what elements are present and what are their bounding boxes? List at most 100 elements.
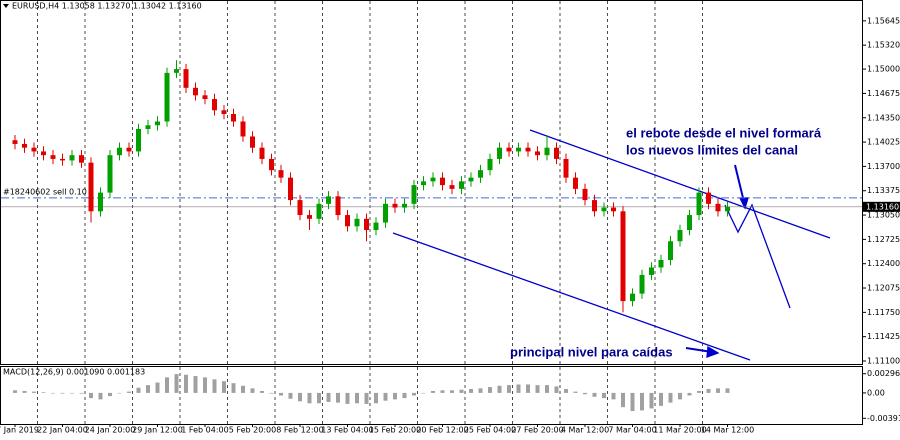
annotation: los nuevos límites del canal	[626, 142, 798, 157]
candle-body	[107, 155, 113, 193]
candle-body	[525, 147, 531, 152]
arrow	[734, 164, 745, 203]
macd-bar	[421, 392, 426, 394]
macd-bar	[260, 390, 264, 393]
candle-body	[126, 147, 132, 152]
macd-bar	[307, 392, 312, 404]
macd-tick-label: 0.00296	[867, 369, 900, 378]
candle-body	[231, 114, 236, 122]
macd-bar	[630, 392, 635, 412]
candle-body	[554, 147, 559, 159]
macd-bar	[355, 392, 359, 404]
macd-bar	[440, 390, 445, 393]
macd-bar	[374, 392, 378, 404]
macd-bar	[412, 392, 416, 396]
candle-body	[193, 87, 198, 96]
y-tick-label: 1.12075	[867, 284, 900, 293]
candle-body	[79, 155, 84, 163]
candle-body	[88, 162, 94, 212]
x-tick-label: 14 Mar 12:00	[701, 426, 754, 435]
macd-bar	[602, 392, 606, 399]
candle-body	[278, 170, 284, 178]
candle-body	[136, 128, 141, 152]
candle-body	[639, 274, 645, 294]
macd-tick-label: 0.00	[867, 388, 885, 397]
y-tick-label: 1.13050	[867, 211, 900, 220]
candle-body	[449, 185, 455, 189]
candle-body	[60, 158, 65, 161]
macd-bar	[231, 383, 236, 393]
candle-body	[582, 188, 588, 201]
candle-body	[696, 192, 702, 216]
annotation: el rebote desde el nivel formará	[626, 125, 822, 140]
macd-bar	[507, 385, 511, 393]
macd-bar	[241, 385, 245, 393]
macd-bar	[146, 385, 150, 393]
candle-body	[259, 147, 265, 159]
macd-frame	[0, 366, 863, 425]
y-tick-label: 1.12725	[867, 235, 900, 244]
macd-bar	[497, 385, 502, 393]
candle-body	[430, 177, 436, 182]
macd-bar	[488, 387, 492, 393]
x-tick-label: 13 Feb 04:00	[321, 426, 373, 435]
current-price-label: 1.13160	[866, 202, 899, 211]
arrow-head	[706, 345, 720, 358]
macd-bar	[288, 392, 293, 399]
macd-bar	[32, 391, 36, 393]
candle-body	[677, 230, 683, 242]
time-separators	[37, 1, 703, 424]
macd-bar	[212, 379, 217, 393]
candle-body	[364, 218, 369, 231]
macd-bar	[659, 392, 663, 406]
candle-body	[212, 99, 217, 111]
macd-bar	[697, 390, 701, 393]
candle-body	[392, 203, 398, 208]
macd-bar	[393, 392, 397, 400]
macd-bar	[516, 384, 521, 393]
macd-bar	[60, 392, 65, 394]
macd-bar	[184, 374, 188, 393]
candle-body	[601, 207, 607, 212]
candle-body	[307, 215, 312, 219]
candle-body	[221, 110, 227, 115]
x-tick-label: 1 Feb 04:00	[181, 426, 228, 435]
macd-bar	[383, 392, 388, 401]
menu-triangle	[3, 4, 9, 8]
candle-body	[715, 203, 721, 212]
channel-upper	[529, 129, 831, 239]
candle-body	[145, 125, 151, 129]
macd-bar	[573, 391, 578, 393]
candle-body	[544, 147, 550, 156]
x-tick-label: 17 Jan 2019	[0, 426, 39, 435]
y-tick-label: 1.11100	[867, 357, 900, 366]
macd-bar	[431, 390, 435, 393]
x-tick-label: 4 Mar 12:00	[561, 426, 609, 435]
candle-body	[725, 206, 730, 212]
x-tick-label: 7 Mar 04:00	[608, 426, 656, 435]
candle-body	[706, 192, 711, 204]
x-tick-label: 15 Feb 20:00	[369, 426, 421, 435]
y-tick-label: 1.12400	[867, 259, 900, 268]
candle-body	[402, 203, 407, 208]
candle-body	[535, 151, 540, 156]
macd-bar	[22, 390, 27, 393]
y-tick-label: 1.14350	[867, 113, 900, 122]
macd-bar	[450, 390, 454, 393]
candle-body	[421, 181, 426, 186]
candle-body	[22, 143, 27, 148]
macd-bar	[127, 391, 131, 393]
x-tick-label: 8 Feb 12:00	[276, 426, 323, 435]
macd-tick-label: -0.003918	[867, 414, 900, 423]
x-tick-label: 29 Jan 12:00	[132, 426, 183, 435]
macd-bar	[649, 392, 654, 409]
candle-body	[288, 177, 293, 201]
candle-body	[31, 147, 37, 152]
drawings	[392, 129, 831, 361]
y-tick-label: 1.15645	[867, 16, 900, 25]
macd-bar	[298, 392, 302, 402]
x-tick-label: 5 Feb 20:00	[229, 426, 276, 435]
macd-bar	[554, 386, 559, 393]
candle-body	[69, 155, 75, 161]
